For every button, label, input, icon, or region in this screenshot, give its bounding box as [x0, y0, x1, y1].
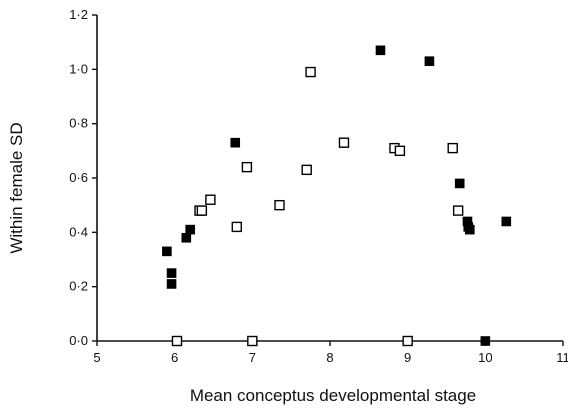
axes: [96, 15, 563, 342]
open-square-point: [452, 205, 464, 216]
x-tick-label: 6: [171, 350, 178, 365]
x-tick-label: 7: [249, 350, 256, 365]
y-tick-label: 0·4: [69, 224, 88, 239]
filled-square-point: [375, 45, 386, 56]
x-axis-title: Mean conceptus developmental stage: [190, 386, 476, 405]
open-square-point: [231, 221, 243, 233]
open-square-point: [196, 205, 208, 216]
y-tick-label: 0·8: [69, 116, 88, 131]
filled-square-point: [424, 56, 435, 66]
data-points: [162, 45, 512, 347]
x-tick-label: 5: [93, 350, 100, 365]
open-square-point: [305, 66, 316, 78]
open-square-point: [241, 161, 253, 173]
open-square-point: [402, 335, 413, 347]
y-tick-label: 1·0: [69, 61, 88, 76]
open-square-point: [171, 335, 183, 347]
x-axis-ticks: 5 6 7 8 9 10 11: [93, 341, 568, 365]
open-square-point: [247, 335, 258, 347]
x-tick-label: 11: [556, 350, 568, 365]
filled-square-point: [166, 279, 177, 289]
x-tick-label: 8: [326, 350, 333, 365]
x-tick-label: 9: [404, 350, 411, 365]
filled-square-point: [454, 178, 465, 189]
open-square-point: [447, 142, 458, 154]
y-tick-label: 0·2: [69, 279, 88, 294]
filled-square-point: [166, 268, 177, 278]
y-axis-ticks: 0·0 0·2 0·4 0·6 0·8 1·0 1·2: [69, 7, 97, 348]
filled-square-point: [501, 216, 512, 227]
filled-square-point: [162, 246, 172, 257]
open-square-point: [205, 194, 216, 205]
filled-square-point: [181, 232, 192, 243]
open-square-point: [301, 164, 312, 176]
filled-square-point: [480, 336, 491, 346]
open-square-point: [394, 145, 406, 157]
filled-square-point: [464, 224, 475, 235]
y-axis-title: Within female SD: [7, 122, 26, 253]
filled-square-point: [185, 224, 195, 235]
y-tick-label: 0·0: [69, 333, 88, 348]
filled-square-point: [230, 137, 241, 148]
y-tick-label: 0·6: [69, 170, 88, 185]
x-tick-label: 10: [478, 350, 492, 365]
y-tick-label: 1·2: [69, 7, 88, 22]
open-square-point: [274, 199, 285, 211]
open-square-point: [338, 137, 350, 148]
